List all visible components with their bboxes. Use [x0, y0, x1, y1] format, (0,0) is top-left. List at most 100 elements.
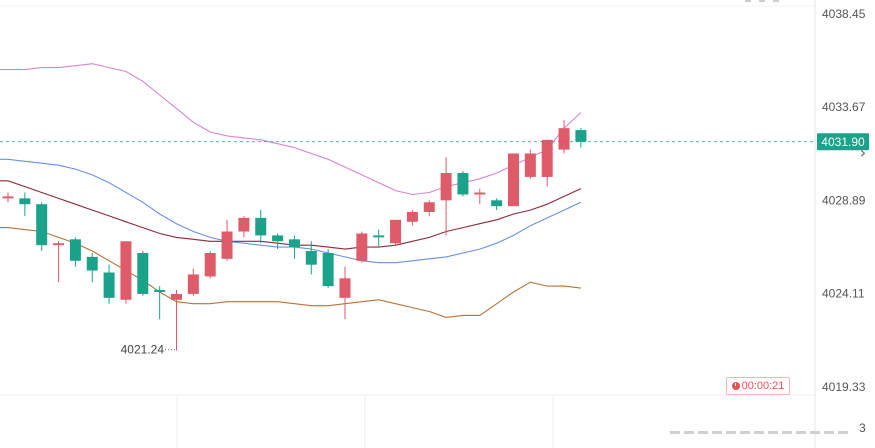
toolbar-dot [745, 0, 751, 2]
scroll-segment [740, 430, 750, 434]
scroll-segment [838, 430, 848, 434]
candle [339, 266, 351, 320]
candles [2, 120, 587, 351]
candle [272, 233, 284, 250]
candle [86, 252, 98, 283]
scroll-segment [698, 430, 708, 434]
toolbar-dot [773, 0, 779, 2]
scroll-segment [768, 430, 778, 434]
grid-lines [0, 5, 815, 448]
scroll-segment [782, 430, 792, 434]
candle [575, 128, 587, 148]
candle-body [575, 130, 587, 142]
candle [204, 251, 216, 279]
scroll-segment [726, 430, 736, 434]
candle [558, 120, 570, 154]
candle [491, 198, 503, 211]
candle [221, 219, 233, 261]
scroll-segment [684, 430, 694, 434]
candle [255, 210, 267, 244]
candle [508, 153, 519, 207]
candle-body [137, 252, 149, 294]
candle [69, 237, 81, 267]
scroll-segment [810, 430, 820, 434]
candle-body [154, 290, 166, 292]
current-price-value: 4031.90 [821, 135, 865, 149]
candle [53, 241, 65, 283]
candle-body [171, 293, 182, 300]
candle-body [187, 274, 199, 294]
low-price-marker: 4021.24 [121, 343, 177, 357]
y-axis-tick-label: 4038.45 [822, 7, 866, 21]
candle-body [508, 153, 519, 207]
candle-body [2, 196, 14, 199]
candle [524, 149, 536, 179]
candle [187, 268, 199, 296]
candle-body [474, 192, 486, 195]
bollinger-lower-line [0, 227, 581, 318]
candle-body [238, 217, 250, 232]
candle [238, 215, 250, 238]
candle [541, 139, 553, 187]
candle [457, 171, 469, 197]
candle-body [305, 251, 317, 265]
top-toolbar-hint [745, 0, 815, 4]
candle [19, 192, 31, 216]
ma-blue-line [0, 158, 582, 264]
time-axis-label: 3 [859, 421, 866, 435]
bollinger-upper-line [0, 63, 582, 196]
candle-body [440, 172, 452, 201]
time-axis-scrollbar[interactable] [670, 428, 865, 436]
scroll-segment [754, 430, 764, 434]
candle [2, 192, 14, 203]
candle-body [272, 235, 284, 242]
candle [120, 241, 132, 304]
low-price-label: 4021.24 [121, 343, 165, 357]
candle-body [19, 198, 31, 205]
y-axis-tick-label: 4024.11 [822, 287, 865, 301]
y-axis-tick-label: 4028.89 [822, 194, 866, 208]
indicator-lines [0, 63, 582, 318]
candle-body [255, 217, 267, 236]
candle-body [423, 202, 435, 213]
candle-body [120, 241, 132, 300]
candle-body [390, 219, 402, 244]
candle-body [221, 231, 233, 259]
y-axis-tick-label: 4033.67 [822, 100, 866, 114]
current-price-tag: 4031.90 [817, 133, 869, 151]
current-price-tag-bg [817, 133, 869, 151]
candle [171, 290, 182, 351]
candle-body [322, 252, 334, 287]
ma-dark-line [0, 180, 582, 250]
candle [322, 249, 334, 289]
y-axis-labels: 4038.45 4033.67 4028.89 4024.11 4019.33 [822, 7, 866, 394]
clock-icon [731, 382, 740, 390]
candle-body [339, 278, 351, 298]
candle [103, 264, 115, 304]
candle-body [457, 172, 469, 195]
candle [36, 202, 48, 252]
candle-body [69, 239, 81, 261]
candle [390, 219, 402, 246]
candle [305, 241, 317, 275]
candle-body [491, 200, 503, 207]
y-axis-tick-label: 4019.33 [822, 380, 866, 394]
candle-body [53, 243, 65, 246]
candle [137, 251, 149, 296]
candle-body [36, 204, 48, 246]
countdown-text: 00:00:21 [741, 380, 785, 392]
candle-body [373, 235, 385, 238]
candle [474, 188, 486, 205]
candle-body [541, 139, 553, 177]
scroll-segment [796, 430, 806, 434]
candle-body [204, 252, 216, 277]
candle [154, 286, 166, 320]
candle-body [524, 153, 536, 177]
toolbar-dot [759, 0, 765, 2]
chevron-right-icon[interactable]: › [859, 142, 867, 162]
candle-countdown-timer: 00:00:21 [726, 377, 790, 395]
scroll-segment [824, 430, 834, 434]
candle [440, 157, 452, 236]
candle [288, 235, 300, 259]
